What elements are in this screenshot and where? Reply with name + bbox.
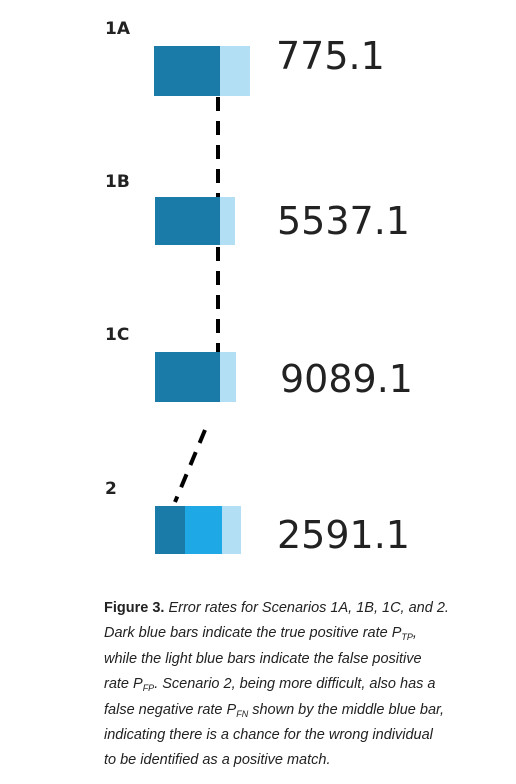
false-negative-bar [185, 506, 222, 554]
false-positive-bar [220, 46, 250, 96]
caption-label: Figure 3. [104, 600, 165, 616]
false-positive-bar [222, 506, 241, 554]
caption-text: Dark blue bars indicate the true positiv… [104, 625, 402, 642]
caption: Figure 3. Error rates for Scenarios 1A, … [104, 596, 504, 774]
caption-text: to be identified as a positive match. [104, 752, 331, 769]
caption-line: Figure 3. Error rates for Scenarios 1A, … [104, 596, 504, 621]
scenario-label: 1A [105, 19, 130, 39]
caption-subscript: FP [142, 683, 155, 694]
false-positive-bar [220, 197, 235, 245]
scenario-value: 9089.1 [280, 357, 413, 401]
caption-text: indicating there is a chance for the wro… [104, 727, 433, 744]
scenario-value: 2591.1 [277, 513, 410, 557]
caption-line: while the light blue bars indicate the f… [104, 647, 504, 672]
true-positive-bar [154, 46, 220, 96]
true-positive-bar [155, 506, 185, 554]
caption-text: false negative rate P [104, 701, 237, 718]
caption-text: shown by the middle blue bar, [248, 701, 445, 718]
caption-text: . Scenario 2, being more difficult, also… [154, 676, 436, 693]
caption-text: , [412, 625, 417, 642]
connectors [173, 97, 220, 503]
caption-line: indicating there is a chance for the wro… [104, 723, 504, 748]
caption-line: rate PFP. Scenario 2, being more difficu… [104, 672, 504, 697]
caption-text: rate P [104, 676, 143, 693]
dashed-line [173, 429, 207, 503]
false-positive-bar [220, 352, 236, 402]
true-positive-bar [155, 352, 220, 402]
caption-text: Error rates for Scenarios 1A, 1B, 1C, an… [164, 600, 449, 616]
scenario-label: 1C [105, 325, 130, 345]
caption-text: while the light blue bars indicate the f… [104, 650, 422, 667]
scenario-label: 1B [105, 172, 130, 192]
scenario-value: 775.1 [276, 34, 385, 78]
scenario-value: 5537.1 [277, 199, 410, 243]
true-positive-bar [155, 197, 220, 245]
diagram [154, 46, 250, 554]
caption-line: to be identified as a positive match. [104, 748, 504, 773]
scenario-label: 2 [105, 479, 117, 499]
caption-subscript: FN [236, 708, 249, 719]
caption-line: false negative rate PFN shown by the mid… [104, 698, 504, 723]
caption-subscript: TP [401, 632, 413, 643]
caption-line: Dark blue bars indicate the true positiv… [104, 621, 504, 646]
